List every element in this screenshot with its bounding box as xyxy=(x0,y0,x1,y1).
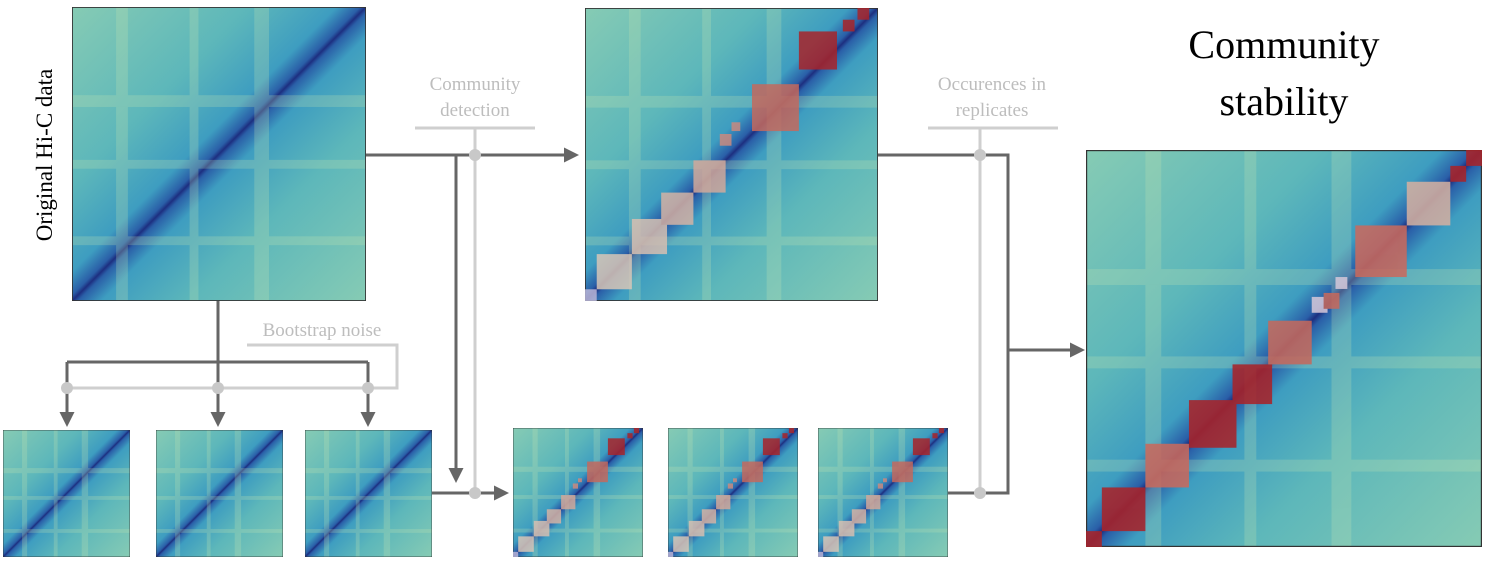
junction-dots xyxy=(61,149,986,499)
heatmap xyxy=(72,7,366,301)
bootstrap-label: Bootstrap noise xyxy=(263,320,382,341)
original-label: Original Hi-C data xyxy=(32,69,57,241)
heatmap xyxy=(585,8,878,301)
heatmap xyxy=(305,430,432,557)
heatmap xyxy=(668,428,798,557)
heatmap xyxy=(156,430,283,557)
occurrence-label: Occurences in xyxy=(938,74,1047,95)
heatmap xyxy=(1086,150,1482,547)
heatmap xyxy=(3,430,130,557)
heatmap xyxy=(818,428,948,557)
stability-title: stability xyxy=(1220,79,1349,124)
heatmap xyxy=(513,428,643,557)
occurrence-label: replicates xyxy=(956,100,1029,121)
light-connectors xyxy=(67,126,1058,493)
detection-label: detection xyxy=(440,100,510,121)
stability-title: Community xyxy=(1188,22,1379,67)
detection-label: Community xyxy=(430,74,521,95)
